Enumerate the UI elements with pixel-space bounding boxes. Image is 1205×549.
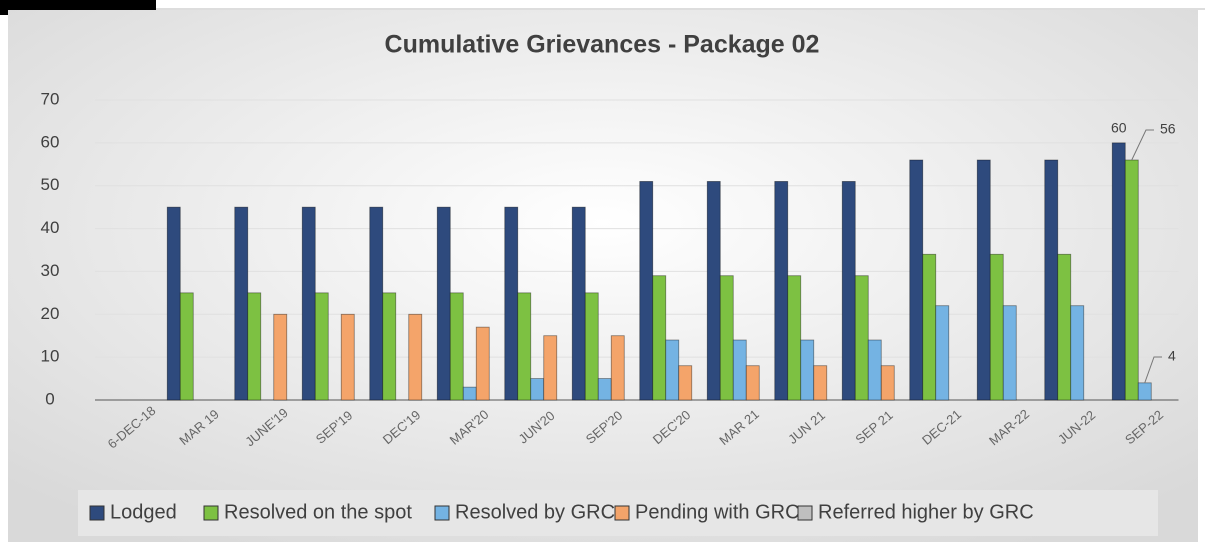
bar xyxy=(543,335,558,401)
legend-swatch xyxy=(614,505,630,521)
legend-swatch xyxy=(797,505,813,521)
bar xyxy=(1057,253,1072,401)
bar xyxy=(584,292,599,401)
bar xyxy=(462,386,477,401)
legend-label: Referred higher by GRC xyxy=(818,501,1034,523)
bar xyxy=(909,159,924,401)
bar xyxy=(1124,159,1139,401)
bar xyxy=(530,378,545,401)
bar xyxy=(1070,305,1085,401)
bar xyxy=(247,292,262,401)
legend-label: Lodged xyxy=(110,501,177,523)
y-tick-label: 10 xyxy=(41,347,60,366)
chart-title: Cumulative Grievances - Package 02 xyxy=(385,31,820,59)
bar xyxy=(867,339,882,401)
bar xyxy=(732,339,747,401)
bar xyxy=(1111,142,1126,401)
y-tick-label: 20 xyxy=(41,304,60,323)
bar xyxy=(880,365,895,401)
data-label: 60 xyxy=(1111,120,1127,136)
bar xyxy=(179,292,194,401)
bar xyxy=(340,313,355,401)
data-label: 4 xyxy=(1168,348,1176,364)
bar xyxy=(475,326,490,401)
y-tick-label: 40 xyxy=(41,218,60,237)
y-tick-label: 70 xyxy=(41,89,60,108)
legend-label: Resolved by GRC xyxy=(455,501,615,523)
bar xyxy=(610,335,625,401)
bar xyxy=(166,206,181,401)
bar xyxy=(678,365,693,401)
bar xyxy=(1002,305,1017,401)
bar xyxy=(652,275,667,401)
bar xyxy=(774,181,789,401)
legend-label: Resolved on the spot xyxy=(224,501,412,523)
y-tick-label: 30 xyxy=(41,261,60,280)
bar xyxy=(1044,159,1059,401)
bar xyxy=(800,339,815,401)
bar xyxy=(449,292,464,401)
legend-swatch xyxy=(89,505,105,521)
bar xyxy=(989,253,1004,401)
legend-swatch xyxy=(434,505,450,521)
bar xyxy=(436,206,451,401)
bar xyxy=(1137,382,1152,401)
bar xyxy=(706,181,721,401)
legend-label: Pending with GRC xyxy=(635,501,800,523)
bar xyxy=(517,292,532,401)
bar xyxy=(665,339,680,401)
bar xyxy=(719,275,734,401)
bar xyxy=(571,206,586,401)
bar xyxy=(639,181,654,401)
bar xyxy=(935,305,950,401)
leader-line xyxy=(1144,356,1162,384)
chart-area xyxy=(8,10,1198,542)
y-tick-label: 60 xyxy=(41,132,60,151)
bar xyxy=(745,365,760,401)
y-tick-label: 0 xyxy=(45,389,54,408)
bar xyxy=(369,206,384,401)
bar xyxy=(922,253,937,401)
y-tick-label: 50 xyxy=(41,175,60,194)
leader-line xyxy=(1131,129,1154,161)
data-label: 56 xyxy=(1160,121,1176,137)
bar xyxy=(382,292,397,401)
bar xyxy=(234,206,249,401)
bar xyxy=(273,313,288,401)
bar xyxy=(504,206,519,401)
bar xyxy=(841,181,856,401)
bar xyxy=(408,313,423,401)
bar xyxy=(597,378,612,401)
bar xyxy=(854,275,869,401)
bar xyxy=(813,365,828,401)
bar xyxy=(976,159,991,401)
legend-swatch xyxy=(203,505,219,521)
bar xyxy=(314,292,329,401)
bar xyxy=(301,206,316,401)
bar xyxy=(787,275,802,401)
